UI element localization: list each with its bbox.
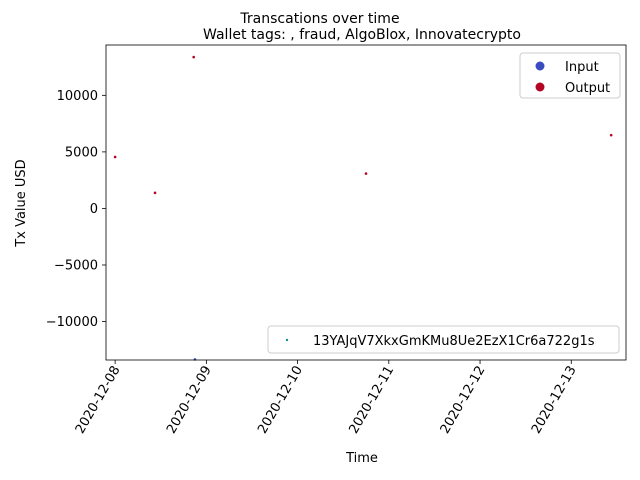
chart-suptitle: Transcations over time [239,11,399,27]
legend-address-label: 13YAJqV7XkxGmKMu8Ue2EzX1Cr6a722g1s [313,334,595,349]
x-tick-label: 2020-12-10 [255,364,306,437]
x-tick-label: 2020-12-11 [346,364,397,437]
x-tick-label: 2020-12-09 [164,364,215,437]
series-legend-box [519,52,621,99]
address-legend: 13YAJqV7XkxGmKMu8Ue2EzX1Cr6a722g1s [267,325,620,354]
legend-output-label: Output [565,81,610,96]
y-axis-label: Tx Value USD [14,159,29,247]
y-tick-label: 0 [90,202,98,217]
x-tick-label: 2020-12-12 [438,364,489,437]
legend-input-marker [535,61,545,71]
plot-area-frame [105,44,627,361]
output-point [192,55,195,59]
chart-title: Wallet tags: , fraud, AlgoBlox, Innovate… [203,27,521,43]
legend-address-marker [285,338,289,342]
y-tick-label: −10000 [46,315,98,330]
output-point [609,133,613,137]
output-point [364,172,368,175]
y-tick-label: −5000 [54,258,98,273]
y-tick-label: 10000 [57,89,98,104]
series-legend: Input Output [519,52,621,99]
x-tick-label: 2020-12-13 [529,364,580,437]
legend-input-label: Input [565,60,599,75]
x-axis-label: Time [345,451,378,466]
address-legend-box [267,325,620,354]
y-axis: −10000 −5000 0 5000 10000 [46,89,106,330]
y-tick-label: 5000 [65,145,98,160]
legend-output-marker [535,82,545,92]
x-tick-label: 2020-12-08 [73,364,124,437]
output-point [113,155,117,159]
x-axis: 2020-12-08 2020-12-09 2020-12-10 2020-12-11… [73,360,580,436]
output-point [153,191,157,195]
